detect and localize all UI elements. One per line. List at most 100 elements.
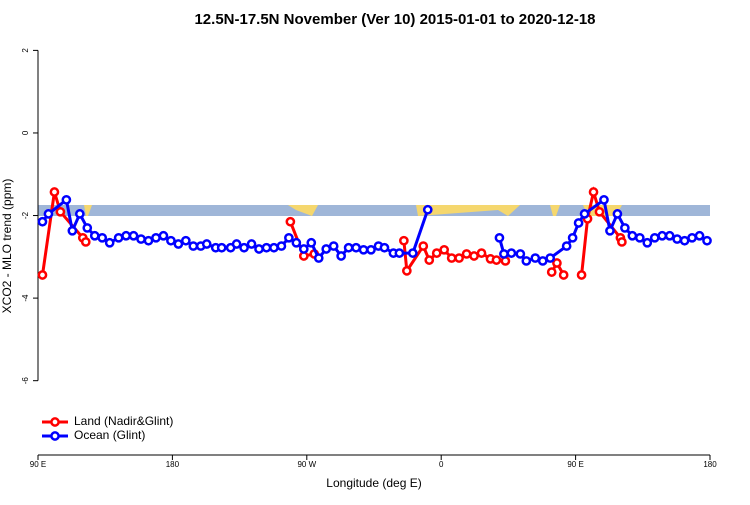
data-point bbox=[605, 225, 615, 236]
data-point bbox=[246, 239, 257, 249]
data-point bbox=[89, 230, 100, 241]
data-point bbox=[97, 232, 108, 243]
data-point bbox=[561, 241, 572, 251]
data-point bbox=[216, 242, 227, 253]
data-point bbox=[418, 241, 429, 251]
data-point bbox=[328, 241, 339, 251]
data-point bbox=[431, 248, 442, 258]
legend-marker bbox=[50, 417, 60, 427]
data-point bbox=[306, 237, 317, 248]
data-point bbox=[469, 251, 479, 261]
data-point bbox=[446, 253, 457, 263]
y-axis-label: XCO2 - MLO trend (ppm) bbox=[0, 179, 14, 314]
data-point bbox=[298, 244, 309, 254]
data-point bbox=[80, 237, 91, 247]
data-point bbox=[537, 256, 548, 266]
data-point bbox=[422, 204, 433, 215]
data-point bbox=[494, 232, 505, 243]
legend-label: Ocean (Glint) bbox=[74, 428, 145, 442]
data-point bbox=[394, 248, 405, 258]
x-tick-label: 0 bbox=[439, 460, 444, 469]
data-point bbox=[672, 234, 682, 244]
land-strip bbox=[84, 205, 622, 216]
data-point bbox=[642, 237, 653, 248]
data-point bbox=[366, 244, 376, 255]
data-point bbox=[521, 256, 532, 266]
chart-title: 12.5N-17.5N November (Ver 10) 2015-01-01… bbox=[194, 11, 595, 28]
legend-marker bbox=[50, 431, 60, 441]
data-point bbox=[143, 235, 154, 246]
data-point bbox=[180, 235, 191, 246]
data-point bbox=[136, 234, 146, 244]
y-tick-label: -2 bbox=[21, 211, 30, 219]
data-point bbox=[558, 270, 569, 280]
data-point bbox=[546, 267, 557, 277]
x-tick-label: 180 bbox=[166, 460, 180, 469]
data-point bbox=[530, 253, 541, 263]
data-point bbox=[379, 242, 390, 253]
data-point bbox=[594, 206, 605, 217]
data-point bbox=[634, 232, 645, 243]
x-tick-label: 90 E bbox=[30, 460, 46, 469]
data-point bbox=[424, 255, 435, 265]
data-point bbox=[343, 242, 354, 253]
data-point bbox=[201, 239, 212, 249]
data-point bbox=[104, 237, 115, 248]
data-point bbox=[128, 230, 139, 241]
data-point bbox=[694, 230, 705, 241]
data-point bbox=[121, 230, 131, 241]
y-tick-label: -4 bbox=[21, 294, 30, 302]
data-point bbox=[43, 209, 54, 219]
data-point bbox=[82, 223, 93, 233]
data-point bbox=[454, 253, 464, 263]
x-axis-label: Longitude (deg E) bbox=[326, 476, 421, 490]
data-point bbox=[67, 225, 78, 236]
data-point bbox=[74, 209, 85, 219]
data-point bbox=[461, 249, 472, 259]
data-point bbox=[188, 241, 199, 251]
data-point bbox=[269, 242, 279, 253]
data-point bbox=[506, 248, 517, 258]
x-tick-label: 90 W bbox=[297, 460, 316, 469]
ocean-strip bbox=[38, 205, 710, 216]
data-point bbox=[358, 244, 369, 255]
data-point bbox=[573, 218, 584, 228]
data-point bbox=[313, 253, 324, 263]
data-point bbox=[627, 230, 638, 241]
data-point bbox=[254, 244, 264, 254]
data-point bbox=[285, 216, 296, 227]
data-point bbox=[231, 239, 242, 249]
data-point bbox=[351, 242, 361, 253]
land-sea-strip bbox=[38, 205, 710, 216]
data-point bbox=[476, 248, 487, 258]
data-point bbox=[173, 239, 184, 249]
data-point bbox=[588, 187, 599, 197]
y-tick-label: -6 bbox=[21, 377, 30, 385]
data-point bbox=[687, 232, 697, 243]
data-point bbox=[599, 194, 609, 205]
data-point bbox=[612, 209, 623, 219]
series bbox=[37, 194, 712, 266]
data-point bbox=[158, 230, 169, 241]
y-tick-label: 2 bbox=[21, 48, 30, 53]
data-point bbox=[402, 266, 412, 276]
data-point bbox=[576, 270, 587, 280]
data-point bbox=[620, 223, 630, 233]
y-tick-label: 0 bbox=[21, 130, 30, 135]
x-tick-label: 90 E bbox=[567, 460, 583, 469]
data-point bbox=[515, 249, 526, 259]
data-point bbox=[151, 232, 161, 243]
data-point bbox=[261, 242, 272, 253]
data-point bbox=[567, 232, 578, 243]
data-point bbox=[545, 253, 556, 263]
data-point bbox=[239, 242, 249, 253]
data-point bbox=[284, 232, 294, 243]
data-point bbox=[552, 258, 562, 268]
data-point bbox=[61, 194, 72, 205]
data-point bbox=[49, 187, 60, 197]
data-point bbox=[291, 237, 302, 248]
data-point bbox=[407, 248, 418, 258]
data-point bbox=[55, 206, 66, 217]
data-point bbox=[664, 230, 675, 241]
